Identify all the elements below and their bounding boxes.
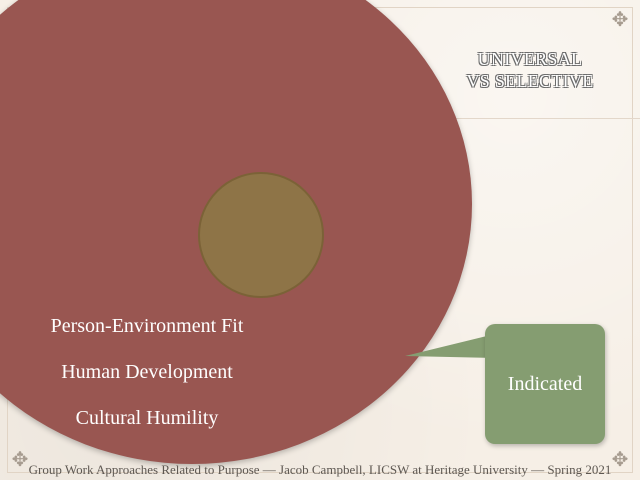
flourish-icon: ✥: [611, 9, 629, 31]
indicated-label: Indicated: [507, 373, 583, 395]
list-item: Human Development: [61, 361, 233, 383]
slide-title: UNIVERSAL VS SELECTIVE: [440, 48, 620, 92]
list-item: Cultural Humility: [75, 407, 219, 429]
indicated-callout: Indicated: [485, 324, 605, 444]
footer-text: Group Work Approaches Related to Purpose…: [28, 462, 612, 477]
callout-pointer: [405, 334, 495, 358]
flourish-icon: ✥: [11, 449, 29, 471]
slide-title-line: UNIVERSAL: [477, 49, 583, 69]
selective-circle: [198, 172, 324, 298]
universal-list: Person-Environment Fit Human Development…: [22, 315, 272, 429]
flourish-icon: ✥: [611, 449, 629, 471]
slide-title-line: VS SELECTIVE: [466, 71, 594, 91]
list-item: Person-Environment Fit: [50, 315, 244, 337]
